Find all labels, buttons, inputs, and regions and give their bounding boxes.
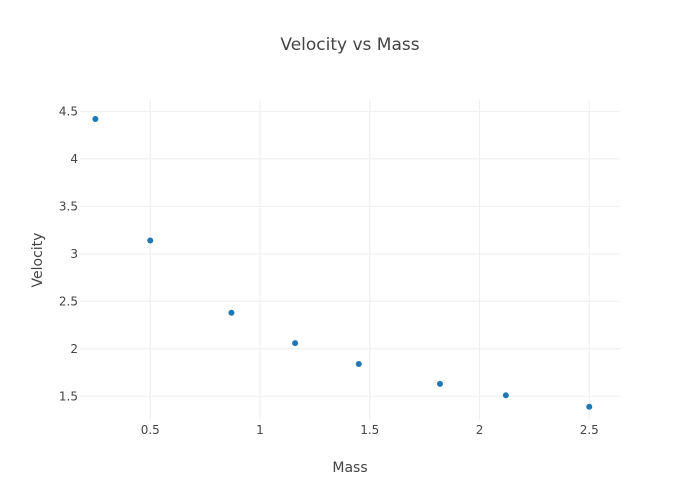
y-tick-labels: 1.5 2 2.5 3 3.5 4 4.5 [59, 104, 78, 403]
data-points [92, 115, 593, 410]
y-axis-title: Velocity [30, 233, 46, 288]
data-point[interactable] [586, 403, 593, 410]
x-tick-label: 2 [476, 423, 484, 437]
data-point[interactable] [92, 115, 99, 122]
data-point[interactable] [147, 237, 154, 244]
y-tick-label: 3.5 [59, 199, 78, 213]
data-point[interactable] [228, 309, 235, 316]
y-tick-label: 1.5 [59, 389, 78, 403]
data-point[interactable] [437, 380, 443, 387]
y-tick-label: 3 [70, 247, 78, 261]
y-grid-lines [80, 110, 620, 397]
x-axis-title: Mass [332, 460, 367, 476]
chart-title: Velocity vs Mass [280, 35, 419, 55]
x-grid-lines [149, 100, 590, 420]
data-point[interactable] [502, 392, 509, 399]
data-point[interactable] [355, 360, 362, 367]
x-tick-labels: 0.5 1 1.5 2 2.5 [141, 423, 599, 437]
data-point[interactable] [292, 340, 299, 347]
y-tick-label: 4.5 [59, 104, 78, 118]
y-tick-label: 2 [70, 342, 78, 356]
x-tick-label: 1.5 [360, 423, 379, 437]
x-tick-label: 1 [256, 423, 264, 437]
x-tick-label: 0.5 [141, 423, 160, 437]
y-tick-label: 2.5 [59, 294, 78, 308]
x-tick-label: 2.5 [580, 423, 599, 437]
y-tick-label: 4 [70, 152, 78, 166]
